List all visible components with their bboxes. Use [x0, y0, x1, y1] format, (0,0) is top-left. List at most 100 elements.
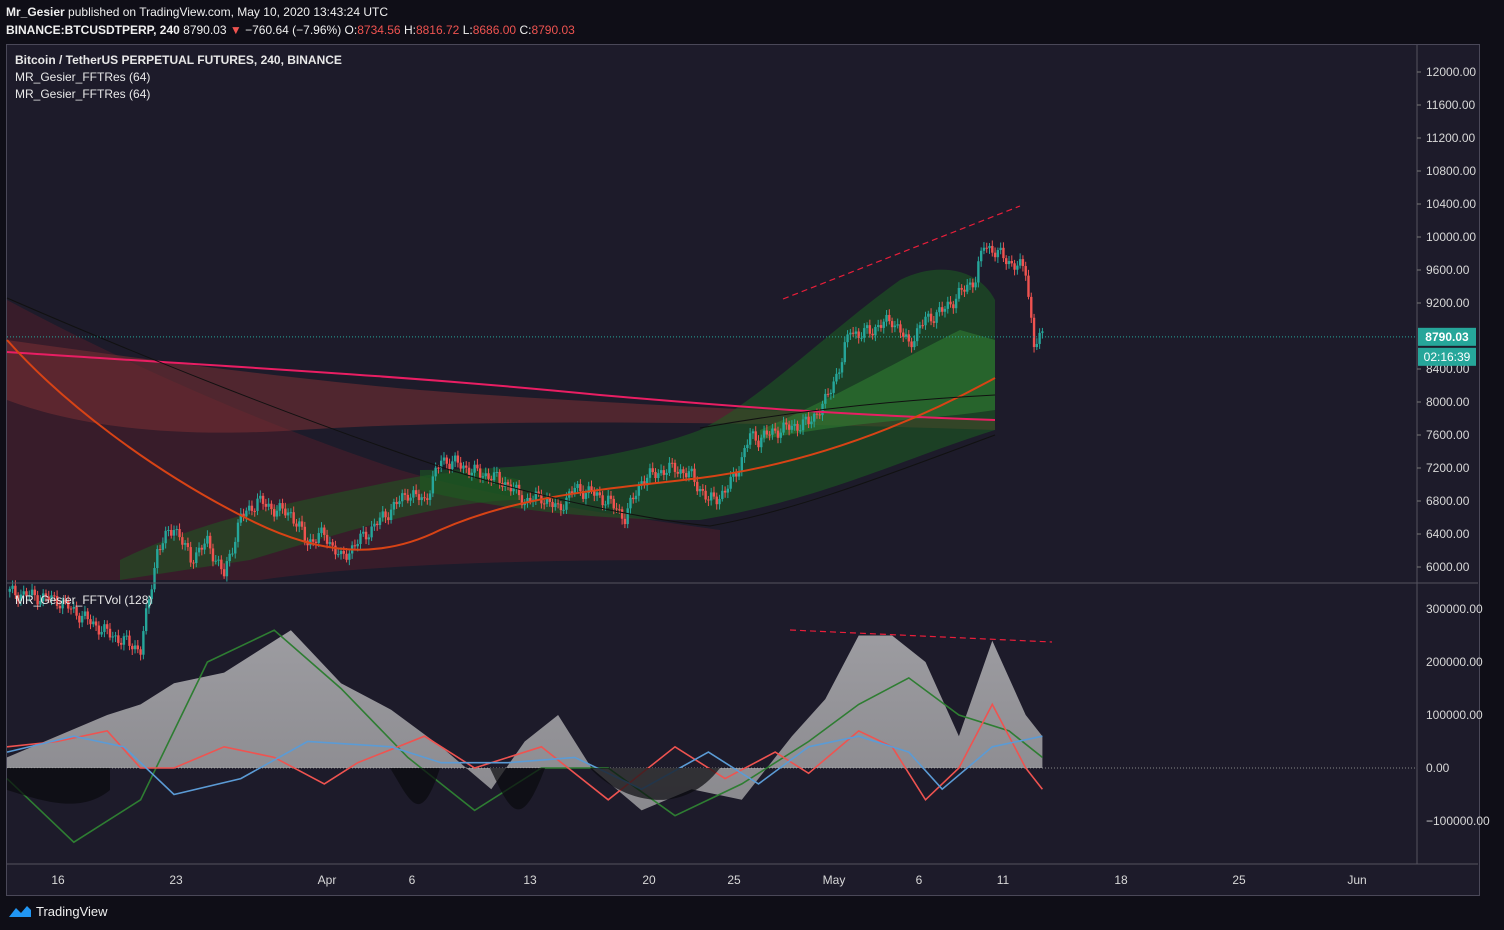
low-value: 8686.00 — [472, 23, 517, 37]
candle-body — [1024, 266, 1027, 276]
candle-body — [89, 619, 92, 625]
candle-body — [317, 533, 320, 543]
author-name[interactable]: Mr_Gesier — [6, 5, 65, 19]
candle-body — [420, 497, 423, 501]
footer-brand[interactable]: TradingView — [8, 903, 108, 919]
candle-body — [78, 615, 81, 623]
candle-body — [353, 545, 357, 547]
candle-body — [417, 494, 421, 501]
candle-body — [840, 362, 844, 373]
candle-body — [111, 636, 114, 638]
candle-body — [876, 325, 880, 327]
candle-body — [988, 245, 991, 249]
candle-body — [690, 468, 693, 472]
candle-body — [172, 530, 176, 536]
upper-envelope — [699, 394, 996, 429]
candle-body — [50, 595, 53, 601]
candle-body — [61, 600, 64, 609]
price-tick-label: 11600.00 — [1426, 98, 1475, 112]
price-change: −760.64 (−7.96%) — [245, 23, 342, 37]
candle-body — [643, 481, 646, 486]
candle-body — [445, 457, 448, 464]
candle-body — [888, 314, 891, 322]
candle-body — [367, 537, 371, 540]
volume-tick-label: 0.00 — [1426, 761, 1450, 775]
candle-body — [192, 562, 195, 564]
candle-body — [409, 497, 412, 501]
candle-body — [381, 511, 384, 518]
candle-body — [885, 314, 888, 322]
candle-body — [222, 569, 226, 577]
candle-body — [423, 497, 426, 499]
candle-body — [150, 589, 153, 600]
candle-body — [793, 423, 796, 426]
time-tick-label: 20 — [642, 873, 656, 887]
candle-body — [682, 469, 685, 474]
volume-series-line — [6, 629, 1043, 844]
candle-body — [760, 437, 763, 448]
candle-body — [153, 568, 156, 590]
high-value: 8816.72 — [415, 23, 460, 37]
time-tick-label: 16 — [51, 873, 65, 887]
time-tick-label: 25 — [727, 873, 741, 887]
candle-body — [122, 636, 126, 645]
candle-body — [331, 542, 334, 546]
candle-body — [838, 372, 841, 374]
volume-tick-label: 100000.00 — [1426, 708, 1483, 722]
candle-body — [648, 468, 652, 478]
candle-body — [520, 495, 524, 506]
candle-body — [72, 607, 75, 609]
candle-body — [673, 462, 677, 472]
price-tick-label: 10800.00 — [1426, 164, 1476, 178]
candle-body — [86, 611, 89, 620]
candle-body — [490, 478, 493, 481]
candle-body — [345, 553, 348, 560]
volume-legend[interactable]: MR_Gesier_FFTVol (128) — [15, 593, 153, 607]
candle-body — [542, 503, 546, 505]
candle-body — [929, 313, 933, 322]
candle-body — [303, 526, 307, 541]
candle-body — [139, 649, 142, 655]
candle-body — [1038, 332, 1041, 344]
candle-body — [208, 535, 212, 549]
candle-body — [236, 522, 240, 542]
down-arrow-icon: ▼ — [229, 23, 242, 37]
candle-body — [679, 469, 682, 474]
candle-body — [634, 495, 638, 500]
candle-body — [334, 545, 337, 555]
candle-body — [498, 471, 501, 483]
candle-body — [53, 595, 56, 597]
price-axis[interactable]: 12000.00 11600.00 11200.00 10800.00 10400.00… — [1417, 65, 1490, 828]
candle-body — [729, 476, 732, 489]
time-tick-label: May — [823, 873, 846, 887]
candle-body — [492, 472, 496, 481]
candle-body — [904, 334, 908, 337]
candle-body — [470, 472, 474, 476]
candle-body — [158, 549, 162, 551]
candle-body — [1007, 261, 1011, 265]
candle-body — [295, 523, 298, 527]
candle-body — [1021, 259, 1025, 267]
candle-body — [762, 430, 766, 438]
time-axis[interactable]: 16 23 Apr 6 13 20 25 May 6 11 18 25 Jun — [51, 873, 1366, 887]
price-tick-label: 7200.00 — [1426, 461, 1470, 475]
indicator-legend-2[interactable]: MR_Gesier_FFTRes (64) — [15, 87, 151, 101]
candle-body — [106, 624, 109, 629]
candle-body — [128, 635, 131, 646]
candle-body — [178, 529, 181, 538]
candle-body — [278, 503, 281, 511]
candle-body — [1032, 317, 1036, 348]
candle-body — [373, 523, 376, 527]
candle-body — [545, 498, 549, 504]
candle-body — [203, 543, 206, 550]
fft-bands — [7, 269, 995, 580]
candle-body — [47, 596, 50, 601]
candle-body — [626, 508, 629, 525]
candle-body — [826, 393, 830, 395]
candle-body — [270, 503, 273, 510]
candle-body — [765, 430, 769, 435]
indicator-legend-1[interactable]: MR_Gesier_FFTRes (64) — [15, 70, 151, 84]
candle-body — [75, 607, 78, 616]
candle-body — [774, 428, 777, 431]
